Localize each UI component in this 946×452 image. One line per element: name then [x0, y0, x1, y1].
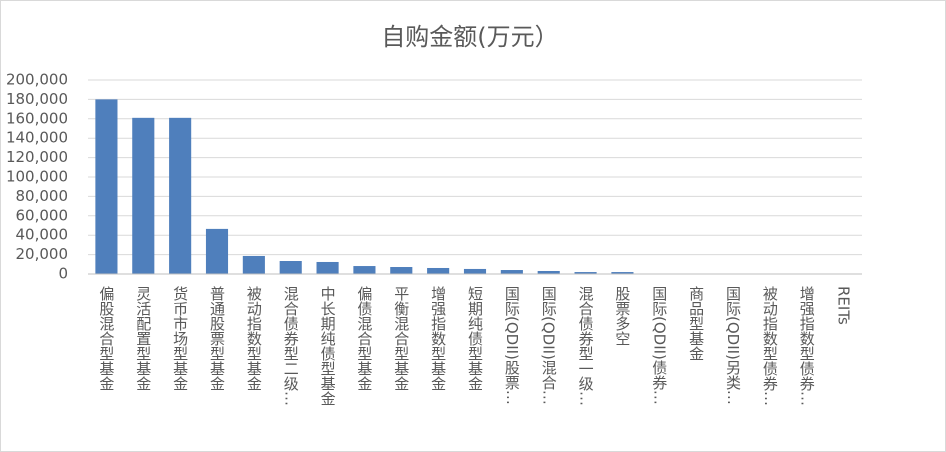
y-tick-label: 180,000 [6, 90, 68, 108]
x-tick-label: 国际(QDII)股票… [503, 286, 521, 405]
bar [316, 261, 339, 274]
bar [390, 267, 413, 274]
bar [95, 99, 118, 275]
y-tick-label: 20,000 [16, 245, 69, 263]
bar [611, 272, 634, 274]
y-tick-label: 200,000 [6, 71, 68, 89]
bar [132, 117, 155, 274]
bar [537, 270, 560, 274]
bar [353, 266, 376, 274]
x-tick-label: 国际(QDII)另类… [724, 286, 742, 405]
bar [574, 272, 597, 274]
x-tick-label: 被动指数型基金 [245, 286, 263, 391]
y-tick-label: 0 [58, 265, 68, 283]
y-tick-label: 100,000 [6, 168, 68, 186]
y-tick-label: 60,000 [16, 206, 69, 224]
bar [279, 261, 302, 274]
bar [205, 228, 229, 274]
y-tick-label: 160,000 [6, 109, 68, 127]
x-tick-label: 平衡混合型基金 [392, 286, 410, 391]
x-tick-label: 偏股混合型基金 [97, 286, 115, 391]
bar [427, 267, 450, 274]
x-tick-label: 普通股票型基金 [208, 286, 226, 391]
bar [500, 270, 523, 274]
x-tick-label: 国际(QDII)债券… [650, 286, 668, 405]
x-tick-label: 偏债混合型基金 [355, 286, 373, 391]
x-tick-label: 灵活配置型基金 [134, 286, 152, 391]
bar [463, 268, 487, 274]
chart-title: 自购金额(万元） [381, 23, 558, 51]
x-tick-label: 国际(QDII)混合… [540, 286, 558, 405]
x-tick-label: 中长期纯债型基金 [319, 286, 337, 406]
x-tick-label: 混合债券型二级… [282, 286, 300, 406]
x-tick-label: 混合债券型一级… [577, 286, 595, 406]
bar [169, 117, 192, 274]
x-tick-label: 商品型基金 [687, 286, 705, 361]
x-tick-label: 股票多空 [613, 286, 631, 346]
x-tick-label: 被动指数型债券… [761, 286, 779, 406]
x-tick-label: 货币市场型基金 [171, 286, 189, 391]
y-tick-label: 80,000 [16, 187, 69, 205]
y-tick-label: 40,000 [16, 226, 69, 244]
y-tick-label: 140,000 [6, 129, 68, 147]
x-tick-label: 增强指数型债券… [798, 286, 816, 406]
x-tick-label: 增强指数型基金 [429, 286, 447, 391]
bar [242, 255, 265, 274]
x-tick-label: REITs [835, 286, 853, 325]
y-tick-label: 120,000 [6, 148, 68, 166]
x-tick-label: 短期纯债型基金 [466, 286, 484, 391]
